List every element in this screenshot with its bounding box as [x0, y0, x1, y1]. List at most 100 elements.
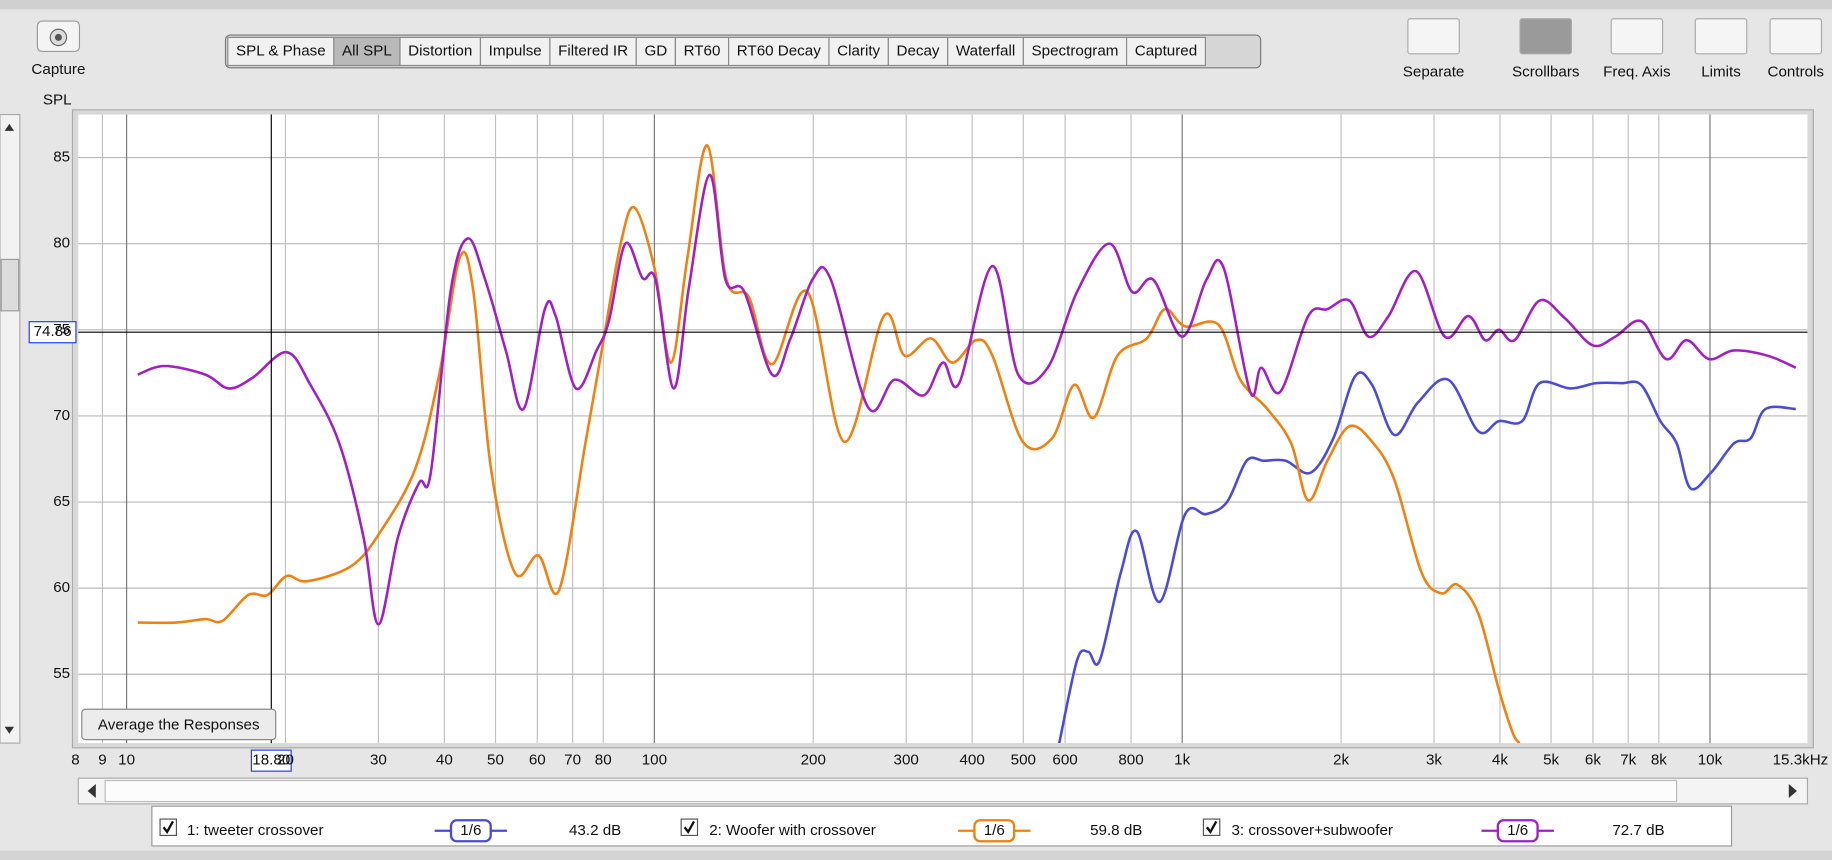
tab-button[interactable]: [1126, 36, 1206, 67]
x-tick-label: 8k: [1651, 752, 1667, 769]
tool-button[interactable]: Separate: [1403, 18, 1465, 81]
legend-label: 1: tweeter crossover: [187, 822, 324, 839]
smoothing-box[interactable]: [449, 819, 492, 843]
response-curve: [137, 173, 1797, 626]
y-tick-label: 85: [53, 149, 70, 166]
tab-bar: SPL & Phase All SPL Distortion Impulse Filte…: [224, 34, 1262, 69]
x-tick-label: 60: [529, 752, 546, 769]
scroll-down-arrow[interactable]: [4, 726, 15, 734]
average-button-label: Average the Responses: [98, 717, 260, 734]
tool-bar: Separate Scrollbars Freq. Axis Limits Contro…: [1403, 18, 1825, 81]
average-button[interactable]: Average the Responses: [81, 708, 277, 741]
legend-checkmark: [162, 820, 174, 835]
camera-lens-inner: [54, 33, 62, 41]
tab-button[interactable]: [635, 36, 676, 67]
tab-label: Impulse: [489, 42, 542, 59]
tab-button[interactable]: [947, 36, 1024, 67]
legend-entry[interactable]: 2: Woofer with crossover 1/6 59.8 dB: [680, 818, 1142, 843]
x-tick-label: 1k: [1174, 752, 1190, 769]
legend-entry[interactable]: 3: crossover+subwoofer 1/6 72.7 dB: [1202, 818, 1665, 843]
x-tick-label: 50: [487, 752, 504, 769]
x-tick-label: 800: [1118, 752, 1143, 769]
x-tick-label: 5k: [1543, 752, 1559, 769]
legend-checkbox[interactable]: [159, 818, 178, 837]
tab-label: RT60: [684, 42, 721, 59]
tab-button[interactable]: [674, 36, 730, 67]
x-tick-label: 20: [277, 752, 294, 769]
cursor-y-label: 74.86: [34, 323, 72, 340]
tab-button[interactable]: [399, 36, 482, 67]
x-tick-label: 6k: [1585, 752, 1601, 769]
tab-button[interactable]: [727, 36, 830, 67]
tool-label: Separate: [1403, 63, 1465, 80]
tab-button[interactable]: [227, 36, 335, 67]
vertical-scroll-thumb[interactable]: [0, 258, 20, 312]
axis-labels: 55 60 65 70 75 80 85 8 9 10 20 30 40 50 60 70 80 100 200 30…: [53, 149, 1828, 769]
legend-level: 72.7 dB: [1612, 822, 1664, 839]
tab-label: SPL & Phase: [236, 42, 326, 59]
tool-icon: [1407, 18, 1460, 55]
legend-checkbox[interactable]: [1202, 818, 1221, 837]
smoothing-label: 1/6: [984, 822, 1005, 839]
horizontal-scroll-thumb[interactable]: [104, 779, 1678, 803]
x-tick-label: 500: [1011, 752, 1036, 769]
legend-checkbox[interactable]: [680, 818, 699, 837]
tool-label: Controls: [1768, 63, 1825, 80]
cursor-y-box: [28, 321, 77, 344]
tool-button[interactable]: Limits: [1694, 18, 1748, 81]
tool-label: Limits: [1701, 63, 1741, 80]
tab-button[interactable]: [887, 36, 949, 67]
capture-button[interactable]: Capture: [31, 20, 85, 78]
legend: 1: tweeter crossover 1/6 43.2 dB 2: Woofer …: [159, 818, 1665, 843]
tab-button[interactable]: [1022, 36, 1128, 67]
response-curve: [1057, 371, 1796, 744]
scroll-up-arrow[interactable]: [4, 123, 15, 131]
average-button-bg: [81, 708, 277, 741]
tool-label: Freq. Axis: [1603, 63, 1671, 80]
tab-button[interactable]: [549, 36, 637, 67]
tool-icon: [1769, 18, 1823, 55]
tab-label: GD: [644, 42, 667, 59]
cursor-x-label: 18.80: [252, 752, 290, 769]
x-tick-label: 400: [959, 752, 984, 769]
legend-checkmark: [1205, 820, 1218, 835]
tool-button[interactable]: Controls: [1768, 18, 1825, 81]
x-tick-label: 7k: [1620, 752, 1636, 769]
x-tick-label: 9: [98, 752, 106, 769]
smoothing-label: 1/6: [460, 822, 481, 839]
status-bar: [0, 850, 1832, 860]
scroll-left-arrow[interactable]: [87, 784, 96, 799]
legend-panel: [151, 805, 1733, 847]
x-tick-label: 70: [564, 752, 581, 769]
x-tick-label: 100: [642, 752, 667, 769]
tab-label: Spectrogram: [1032, 42, 1119, 59]
legend-entry[interactable]: 1: tweeter crossover 1/6 43.2 dB: [159, 818, 621, 843]
legend-level: 43.2 dB: [569, 822, 621, 839]
y-tick-label: 70: [53, 407, 70, 424]
legend-label: 2: Woofer with crossover: [709, 822, 876, 839]
y-axis-label: SPL: [43, 92, 72, 109]
vertical-scrollbar[interactable]: [0, 113, 21, 744]
tab-label: Clarity: [837, 42, 880, 59]
tool-icon: [1519, 18, 1573, 55]
tab-label: Captured: [1135, 42, 1197, 59]
scroll-right-arrow[interactable]: [1788, 784, 1797, 799]
x-tick-label: 15.3kHz: [1773, 752, 1829, 769]
cursor: 74.86 18.80: [28, 114, 1808, 772]
tool-button[interactable]: Freq. Axis: [1603, 18, 1671, 81]
tab-button[interactable]: [479, 36, 551, 67]
smoothing-box[interactable]: [973, 819, 1016, 843]
capture-label: Capture: [31, 61, 85, 78]
y-tick-label: 80: [53, 235, 70, 252]
x-tick-label: 80: [595, 752, 612, 769]
y-tick-label: 75: [53, 321, 70, 338]
tool-button[interactable]: Scrollbars: [1512, 18, 1580, 81]
x-tick-label: 300: [894, 752, 919, 769]
tab-button[interactable]: [333, 36, 401, 67]
tool-icon: [1694, 18, 1748, 55]
x-tick-label: 3k: [1426, 752, 1442, 769]
x-tick-label: 10: [118, 752, 135, 769]
x-tick-label: 10k: [1698, 752, 1723, 769]
smoothing-box[interactable]: [1496, 819, 1539, 843]
